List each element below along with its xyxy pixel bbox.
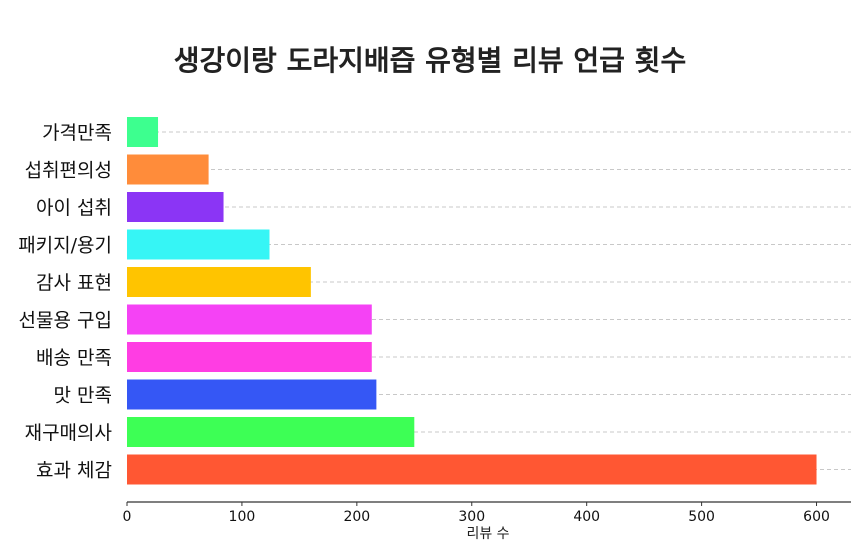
bar-layer [127, 117, 817, 485]
category-label: 섭취편의성 [25, 160, 112, 182]
x-tick-label: 200 [343, 509, 370, 525]
bar [127, 417, 415, 447]
category-label: 가격만족 [42, 122, 112, 144]
category-label: 맛 만족 [54, 385, 112, 407]
x-tick-label: 400 [573, 509, 600, 525]
bar [127, 304, 372, 335]
x-axis-label: 리뷰 수 [466, 526, 509, 542]
x-tick-label: 300 [458, 509, 485, 525]
bar [127, 154, 209, 185]
bar [127, 342, 372, 372]
bar [127, 454, 817, 485]
category-label: 아이 섭취 [36, 197, 112, 219]
x-tick-label: 100 [229, 509, 256, 525]
x-tick-labels: 0 100 200 300 400 500 600 [123, 502, 830, 525]
category-label: 재구매의사 [25, 422, 112, 444]
category-label: 감사 표현 [36, 272, 112, 294]
bar [127, 379, 377, 410]
category-label: 선물용 구입 [19, 310, 112, 332]
x-tick-label: 0 [123, 509, 132, 525]
bar [127, 267, 311, 297]
bar [127, 117, 159, 147]
bar [127, 192, 224, 222]
x-tick-label: 600 [803, 509, 830, 525]
bar [127, 229, 270, 260]
category-label: 효과 체감 [36, 460, 112, 482]
category-label: 패키지/용기 [18, 235, 112, 257]
chart-title: 생강이랑 도라지배즙 유형별 리뷰 언급 횟수 [174, 44, 686, 77]
category-label: 배송 만족 [36, 347, 112, 369]
x-tick-label: 500 [688, 509, 715, 525]
